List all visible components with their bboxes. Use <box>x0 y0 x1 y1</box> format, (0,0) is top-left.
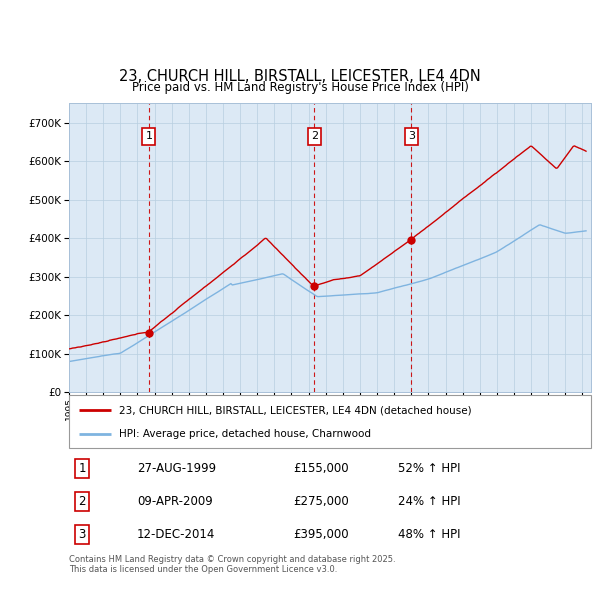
Text: £155,000: £155,000 <box>293 462 349 475</box>
Text: 2: 2 <box>78 495 86 508</box>
Text: 12-DEC-2014: 12-DEC-2014 <box>137 528 215 541</box>
Text: 2: 2 <box>311 132 318 142</box>
Text: 52% ↑ HPI: 52% ↑ HPI <box>398 462 460 475</box>
Text: 27-AUG-1999: 27-AUG-1999 <box>137 462 216 475</box>
Text: HPI: Average price, detached house, Charnwood: HPI: Average price, detached house, Char… <box>119 428 371 438</box>
Text: £275,000: £275,000 <box>293 495 349 508</box>
Text: 3: 3 <box>408 132 415 142</box>
Text: Contains HM Land Registry data © Crown copyright and database right 2025.
This d: Contains HM Land Registry data © Crown c… <box>69 555 395 574</box>
Text: 1: 1 <box>78 462 86 475</box>
Text: 3: 3 <box>79 528 86 541</box>
FancyBboxPatch shape <box>69 395 591 448</box>
Text: 23, CHURCH HILL, BIRSTALL, LEICESTER, LE4 4DN (detached house): 23, CHURCH HILL, BIRSTALL, LEICESTER, LE… <box>119 405 471 415</box>
Text: 24% ↑ HPI: 24% ↑ HPI <box>398 495 460 508</box>
Text: Price paid vs. HM Land Registry's House Price Index (HPI): Price paid vs. HM Land Registry's House … <box>131 80 469 93</box>
Text: 23, CHURCH HILL, BIRSTALL, LEICESTER, LE4 4DN: 23, CHURCH HILL, BIRSTALL, LEICESTER, LE… <box>119 69 481 84</box>
Text: 09-APR-2009: 09-APR-2009 <box>137 495 212 508</box>
Text: 48% ↑ HPI: 48% ↑ HPI <box>398 528 460 541</box>
Text: £395,000: £395,000 <box>293 528 349 541</box>
Text: 1: 1 <box>145 132 152 142</box>
